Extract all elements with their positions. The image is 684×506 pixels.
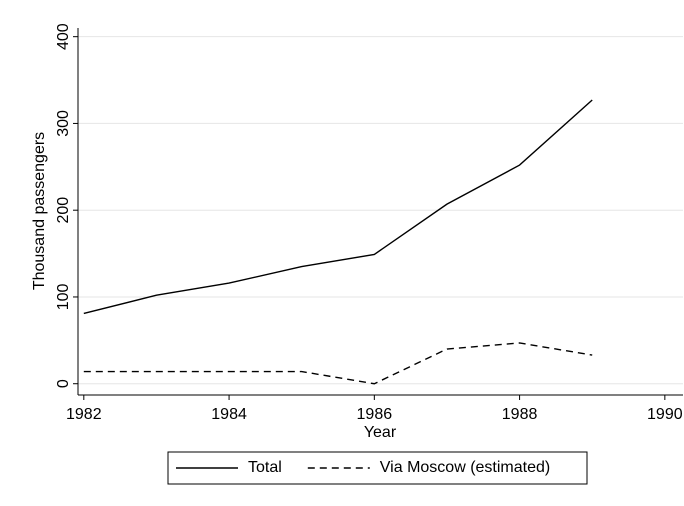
- series-line: [83, 99, 593, 315]
- x-axis-title: Year: [364, 424, 397, 441]
- y-axis-title: Thousand passengers: [31, 132, 48, 290]
- x-tick-label: 1988: [502, 406, 538, 423]
- x-tick-label: 1982: [66, 406, 102, 423]
- x-tick-label: 1984: [211, 406, 247, 423]
- y-tick-label: 0: [55, 379, 72, 388]
- legend-label: Total: [248, 459, 282, 476]
- series-line: [83, 342, 593, 385]
- y-tick-label: 100: [55, 284, 72, 311]
- y-tick-label: 400: [55, 23, 72, 50]
- legend-label: Via Moscow (estimated): [380, 459, 550, 476]
- y-tick-label: 300: [55, 110, 72, 137]
- x-tick-label: 1990: [647, 406, 683, 423]
- x-tick-label: 1986: [357, 406, 393, 423]
- y-tick-label: 200: [55, 197, 72, 224]
